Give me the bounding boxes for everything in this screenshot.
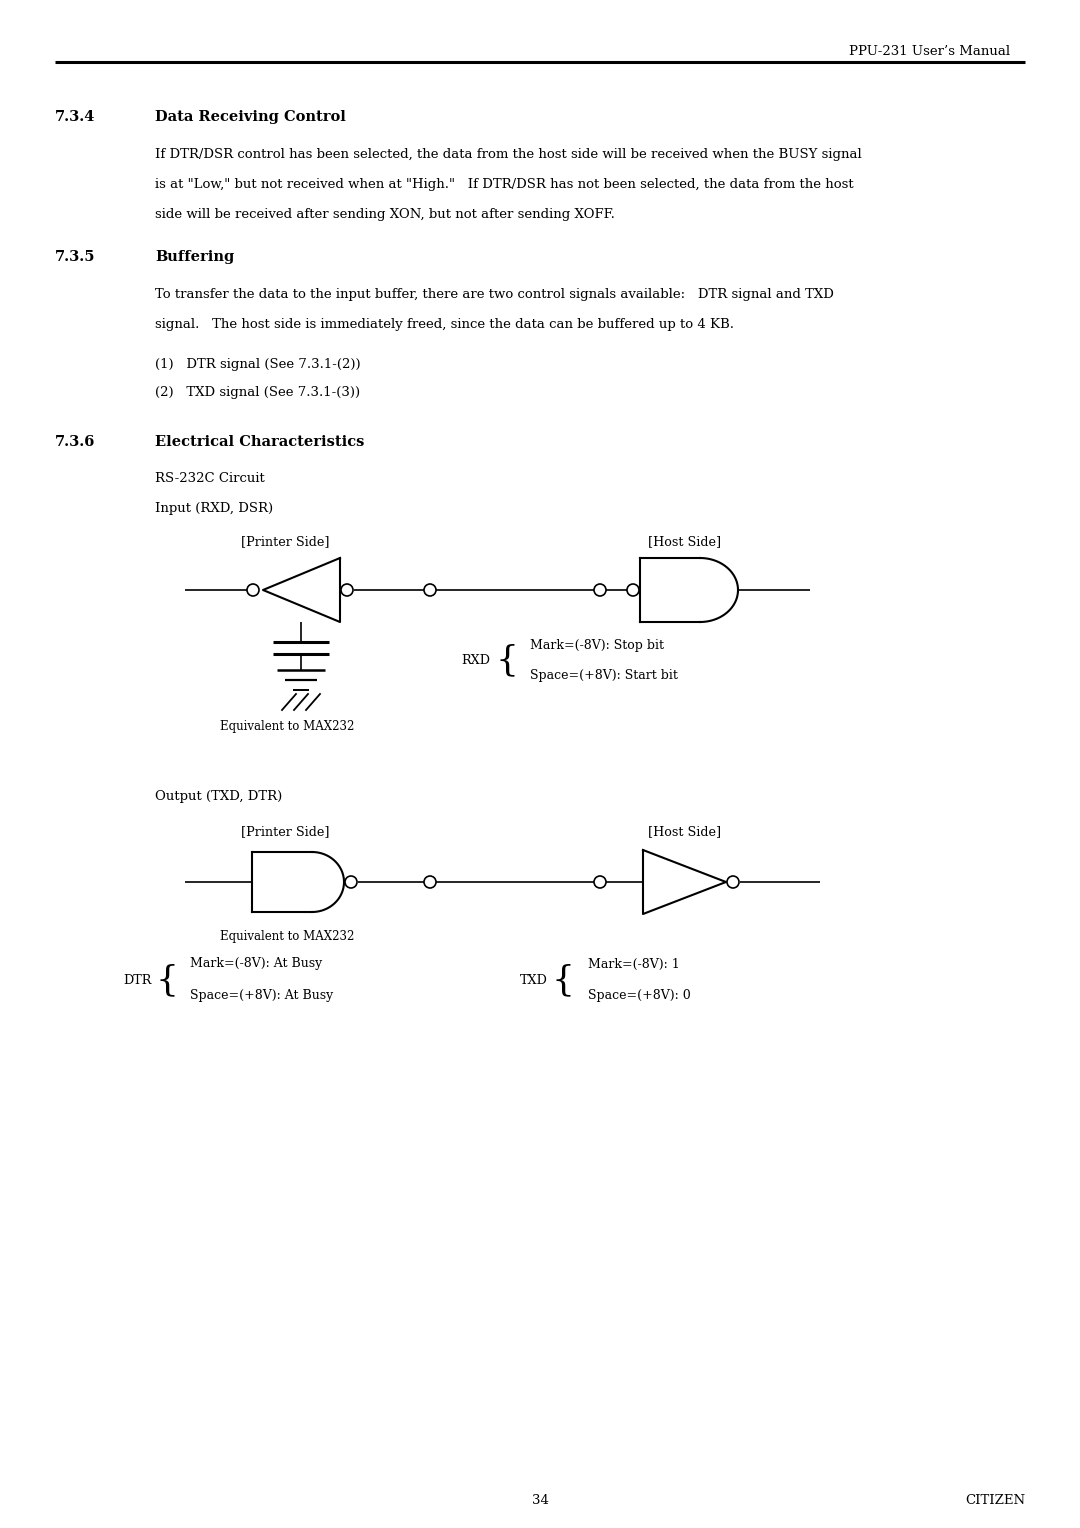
Text: Electrical Characteristics: Electrical Characteristics — [156, 435, 364, 449]
Text: Space=(+8V): 0: Space=(+8V): 0 — [588, 990, 691, 1002]
Text: Mark=(-8V): 1: Mark=(-8V): 1 — [588, 958, 679, 970]
Text: Buffering: Buffering — [156, 251, 234, 264]
Text: Space=(+8V): At Busy: Space=(+8V): At Busy — [190, 990, 334, 1002]
Text: Mark=(-8V): At Busy: Mark=(-8V): At Busy — [190, 958, 322, 970]
Text: (2)   TXD signal (See 7.3.1-(3)): (2) TXD signal (See 7.3.1-(3)) — [156, 387, 360, 399]
Text: {: { — [495, 643, 518, 677]
Circle shape — [247, 584, 259, 596]
Text: PPU-231 User’s Manual: PPU-231 User’s Manual — [849, 44, 1010, 58]
Text: 7.3.5: 7.3.5 — [55, 251, 95, 264]
Text: Mark=(-8V): Stop bit: Mark=(-8V): Stop bit — [530, 639, 664, 651]
Text: Equivalent to MAX232: Equivalent to MAX232 — [220, 720, 354, 733]
Text: CITIZEN: CITIZEN — [964, 1493, 1025, 1507]
Circle shape — [594, 876, 606, 888]
Circle shape — [341, 584, 353, 596]
Text: Data Receiving Control: Data Receiving Control — [156, 110, 346, 124]
Text: TXD: TXD — [521, 973, 548, 987]
Circle shape — [627, 584, 639, 596]
Circle shape — [424, 584, 436, 596]
Text: Equivalent to MAX232: Equivalent to MAX232 — [220, 931, 354, 943]
Text: RS-232C Circuit: RS-232C Circuit — [156, 472, 265, 484]
Text: Space=(+8V): Start bit: Space=(+8V): Start bit — [530, 669, 678, 681]
Text: signal.   The host side is immediately freed, since the data can be buffered up : signal. The host side is immediately fre… — [156, 318, 734, 332]
Text: [Printer Side]: [Printer Side] — [241, 535, 329, 549]
Circle shape — [345, 876, 357, 888]
Text: [Host Side]: [Host Side] — [648, 825, 721, 837]
Text: [Printer Side]: [Printer Side] — [241, 825, 329, 837]
Text: 7.3.4: 7.3.4 — [55, 110, 95, 124]
Circle shape — [424, 876, 436, 888]
Text: side will be received after sending XON, but not after sending XOFF.: side will be received after sending XON,… — [156, 208, 615, 222]
Text: If DTR/DSR control has been selected, the data from the host side will be receiv: If DTR/DSR control has been selected, th… — [156, 148, 862, 160]
Text: RXD: RXD — [461, 654, 490, 666]
Text: {: { — [552, 963, 575, 996]
Text: To transfer the data to the input buffer, there are two control signals availabl: To transfer the data to the input buffer… — [156, 287, 834, 301]
Circle shape — [594, 584, 606, 596]
Circle shape — [727, 876, 739, 888]
Text: (1)   DTR signal (See 7.3.1-(2)): (1) DTR signal (See 7.3.1-(2)) — [156, 358, 361, 371]
Text: Input (RXD, DSR): Input (RXD, DSR) — [156, 503, 273, 515]
Text: 34: 34 — [531, 1493, 549, 1507]
Text: [Host Side]: [Host Side] — [648, 535, 721, 549]
Text: {: { — [156, 963, 178, 996]
Text: 7.3.6: 7.3.6 — [55, 435, 95, 449]
Text: Output (TXD, DTR): Output (TXD, DTR) — [156, 790, 282, 804]
Text: is at "Low," but not received when at "High."   If DTR/DSR has not been selected: is at "Low," but not received when at "H… — [156, 177, 853, 191]
Text: DTR: DTR — [123, 973, 152, 987]
